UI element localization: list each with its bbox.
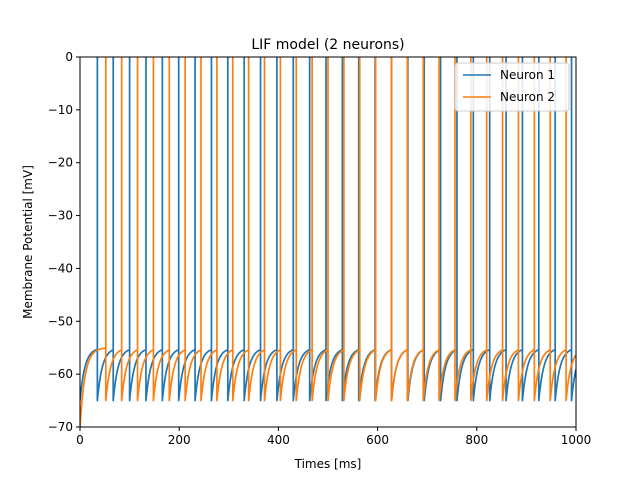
y-axis-ticks: 0 −10 −20 −30 −40 −50 −60 −70 [48,50,80,434]
y-tick-label: −30 [48,209,73,223]
x-tick-label: 200 [168,433,191,447]
y-axis-label: Membrane Potential [mV] [21,165,35,319]
y-tick-label: −10 [48,103,73,117]
legend: Neuron 1 Neuron 2 [454,62,570,112]
chart-title: LIF model (2 neurons) [251,37,404,53]
y-tick-label: −70 [48,420,73,434]
legend-label-neuron-2: Neuron 2 [500,90,555,104]
x-tick-label: 0 [76,433,84,447]
x-axis-ticks: 0 200 400 600 800 1000 [76,427,591,447]
y-tick-label: −40 [48,261,73,275]
x-axis-label: Times [ms] [294,457,362,471]
x-tick-label: 800 [465,433,488,447]
y-tick-label: −60 [48,367,73,381]
x-tick-label: 400 [267,433,290,447]
y-tick-label: −50 [48,314,73,328]
series-layer [80,57,576,427]
plot-frame [79,56,577,428]
series-line-neuron-2 [80,57,576,427]
x-tick-label: 1000 [561,433,592,447]
legend-label-neuron-1: Neuron 1 [500,68,555,82]
y-tick-label: 0 [65,50,73,64]
y-tick-label: −20 [48,156,73,170]
x-tick-label: 600 [366,433,389,447]
